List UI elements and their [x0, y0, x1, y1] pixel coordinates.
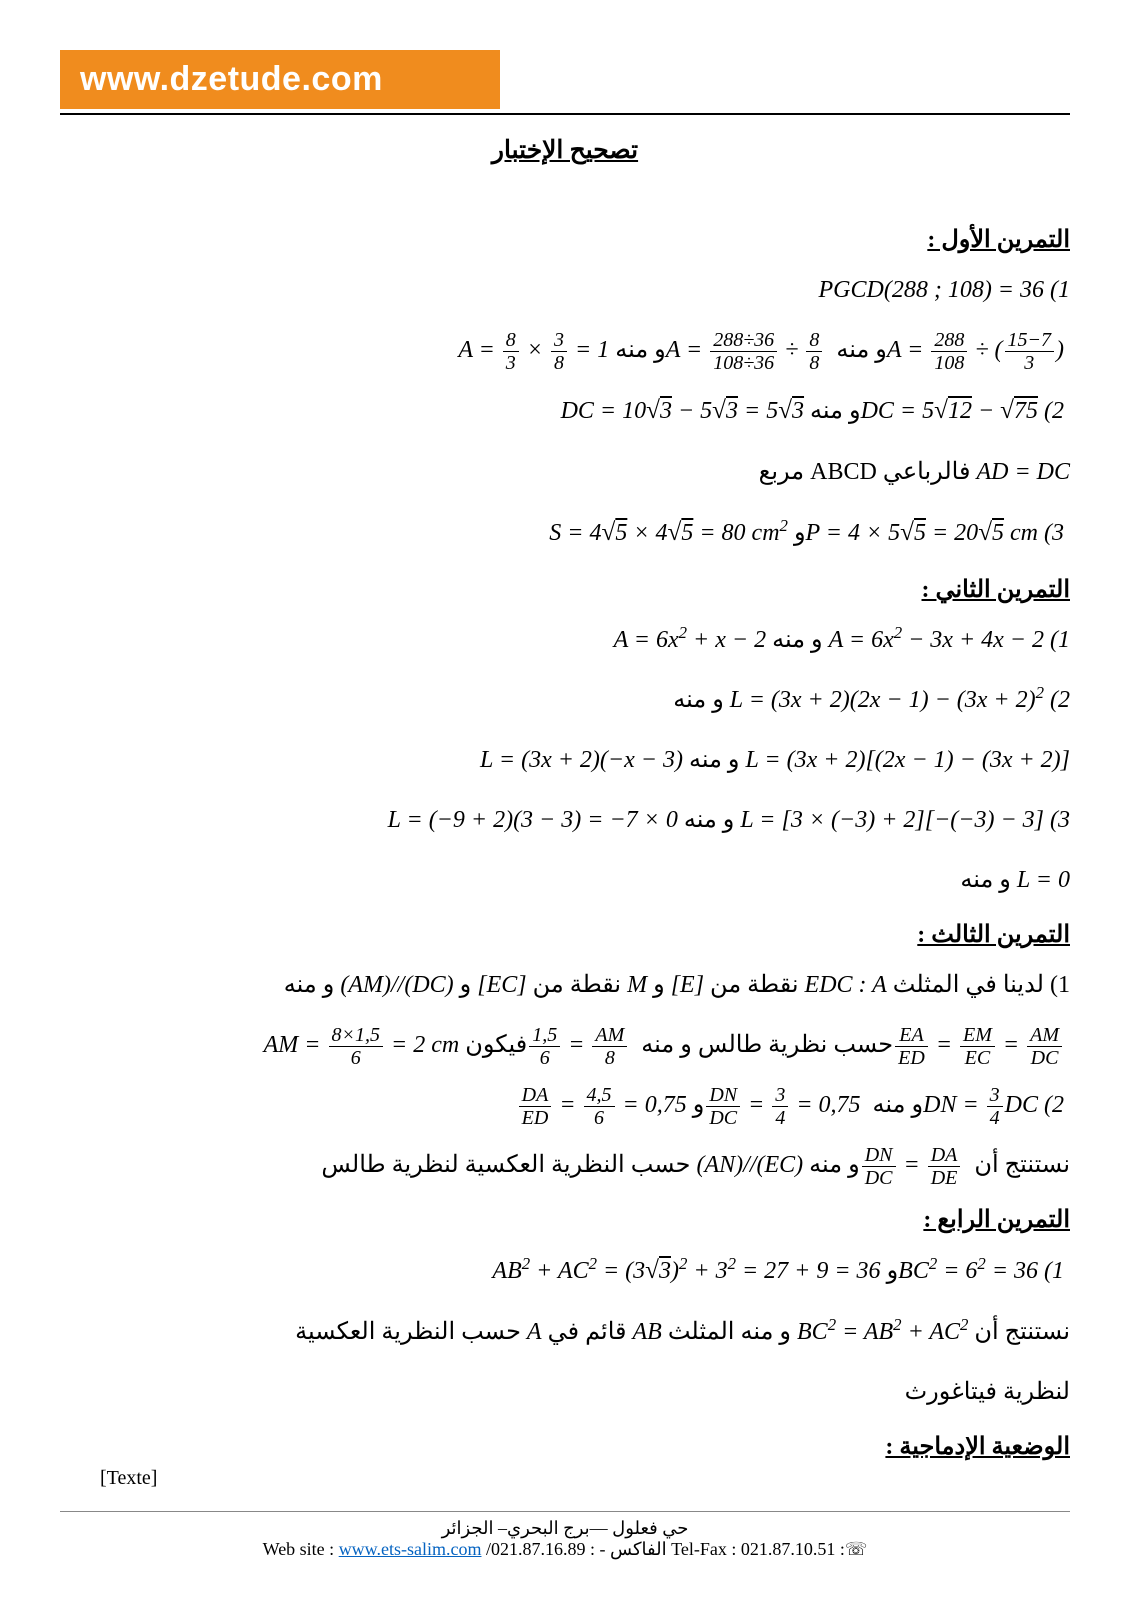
ex3-line3: DN = 34DC (2 و منه DNDC = 34 = 0,75 و DA…: [60, 1081, 1070, 1129]
footer: حي فعلول —برج البحري– الجزائر Web site :…: [60, 1511, 1070, 1560]
ex1-line4: AD = DC فالرباعي ABCD مربع: [60, 448, 1070, 496]
ex2-line5: L = 0 و منه: [60, 856, 1070, 904]
texte-placeholder: [Texte]: [100, 1467, 157, 1490]
ex4-line1: BC2 = 62 = 36 (1 و AB2 + AC2 = (3√3)2 + …: [60, 1246, 1070, 1296]
ex1-line5: P = 4 × 5√5 = 20√5 cm (3 و S = 4√5 × 4√5…: [60, 508, 1070, 558]
ex4-heading: التمرين الرابع :: [60, 1205, 1070, 1234]
ex1-line2: A = 288108 ÷ (15−73) و منه A = 288÷36108…: [60, 326, 1070, 374]
ex2-line2: L = (3x + 2)(2x − 1) − (3x + 2)2 (2 و من…: [60, 676, 1070, 724]
ex1-line1: PGCD(288 ; 108) = 36 (1: [60, 266, 1070, 314]
ex1-line3: DC = 5√12 − √75 (2 و منه DC = 10√3 − 5√3…: [60, 386, 1070, 436]
ex1-heading: التمرين الأول :: [60, 225, 1070, 254]
math: PGCD(288 ; 108) = 36 (1: [819, 277, 1071, 303]
ex3-line4: نستنتج أن DNDC = DADE و منه (AN)//(EC) ح…: [60, 1141, 1070, 1189]
website-banner: www.dzetude.com: [60, 50, 500, 109]
footer-contact: Web site : www.ets-salim.com /021.87.16.…: [60, 1539, 1070, 1560]
ex2-line3: L = (3x + 2)[(2x − 1) − (3x + 2)] و منه …: [60, 736, 1070, 784]
ex4-line3: لنظرية فيتاغورث: [60, 1368, 1070, 1416]
ex3-line1: 1) لدينا في المثلث EDC : A نقطة من [E] و…: [60, 961, 1070, 1009]
ex2-line4: L = [3 × (−3) + 2][−(−3) − 3] (3 و منه L…: [60, 796, 1070, 844]
ex2-heading: التمرين الثاني :: [60, 575, 1070, 604]
footer-rule: [60, 1511, 1070, 1512]
ex3-heading: التمرين الثالث :: [60, 920, 1070, 949]
website-link[interactable]: www.ets-salim.com: [339, 1539, 482, 1559]
page-title: تصحيح الإختبار: [60, 135, 1070, 165]
top-rule: [60, 113, 1070, 115]
integration-heading: الوضعية الإدماجية :: [60, 1432, 1070, 1461]
ex2-line1: A = 6x2 − 3x + 4x − 2 (1 و منه A = 6x2 +…: [60, 616, 1070, 664]
footer-address: حي فعلول —برج البحري– الجزائر: [60, 1518, 1070, 1539]
ex3-line2: EAED = EMEC = AMDC حسب نظرية طالس و منه …: [60, 1021, 1070, 1069]
ex4-line2: نستنتج أن BC2 = AB2 + AC2 و منه المثلث A…: [60, 1308, 1070, 1356]
